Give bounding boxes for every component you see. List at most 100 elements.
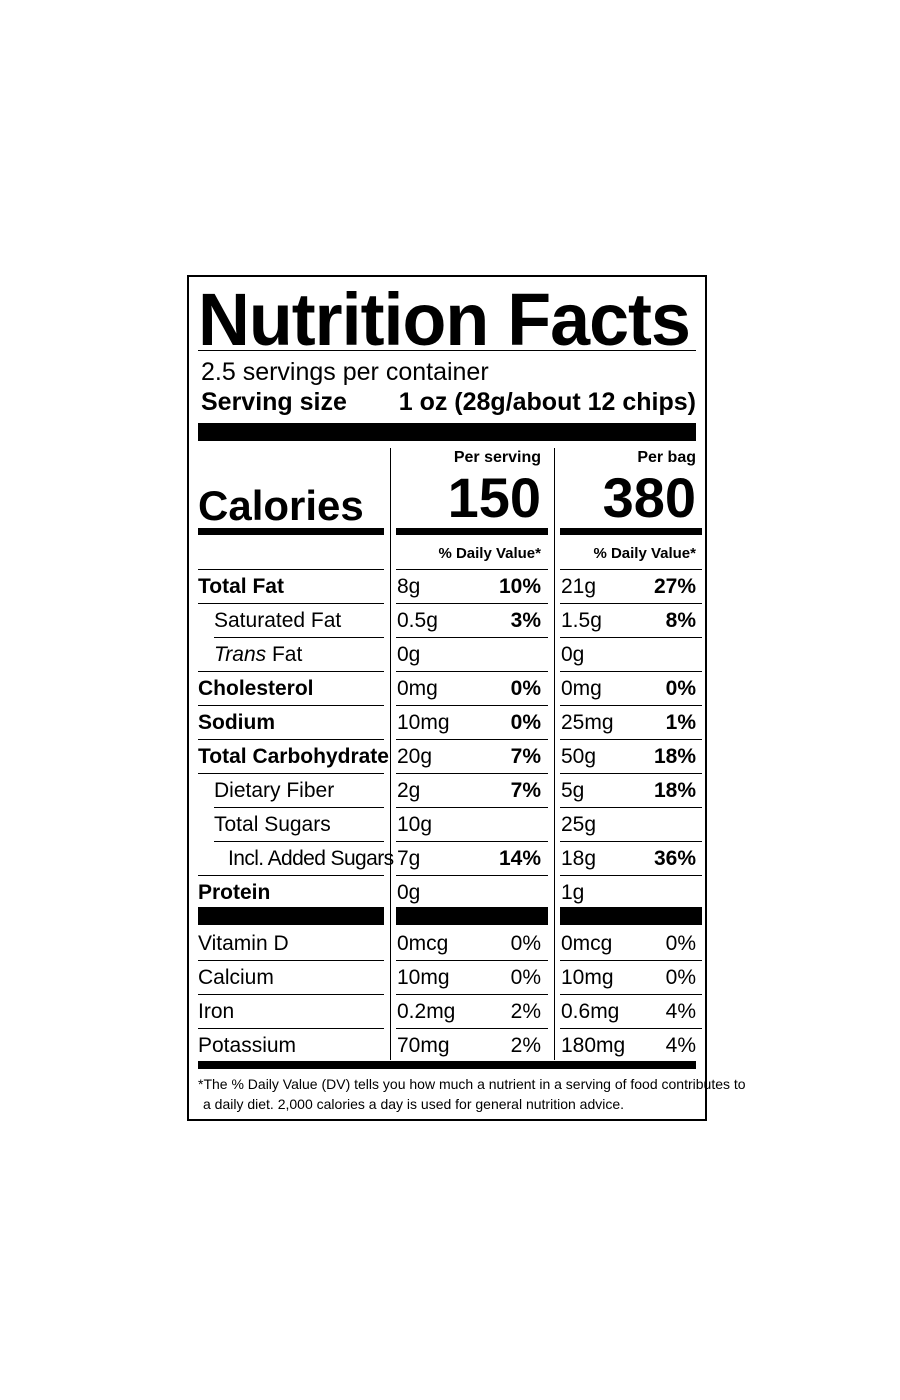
amount-per-serving: 0g [397, 643, 421, 666]
column-divider-2 [554, 448, 555, 1060]
nutrient-name: Trans Fat [214, 643, 302, 667]
row-rule [198, 1028, 384, 1029]
row-rule [560, 603, 702, 604]
dv-per-bag: 4% [665, 1034, 696, 1057]
amount-per-serving: 0mcg [397, 932, 449, 955]
amount-per-bag: 50g [561, 745, 597, 768]
amount-per-serving: 8g [397, 575, 421, 598]
dv-per-serving: 0% [510, 932, 541, 955]
thick-bar-left [198, 907, 384, 925]
nutrient-name: Incl. Added Sugars [228, 847, 394, 870]
vitamin-name: Potassium [198, 1034, 297, 1057]
amount-per-bag: 0g [561, 643, 585, 666]
row-rule [198, 960, 384, 961]
row-rule [198, 773, 384, 774]
amount-per-serving: 10g [397, 813, 433, 836]
dv-per-serving: 7% [510, 779, 541, 802]
dv-per-bag: 8% [665, 609, 696, 632]
vitamin-row-potassium: Potassium 70mg 2% 180mg 4% [189, 1029, 705, 1063]
amount-per-bag: 1.5g [561, 609, 602, 632]
amount-per-serving: 0.2mg [397, 1000, 456, 1023]
row-rule [396, 1028, 548, 1029]
row-rule [560, 739, 702, 740]
amount-per-serving: 0.5g [397, 609, 438, 632]
trans-rest: Fat [266, 643, 303, 666]
dv-per-bag: 36% [653, 847, 696, 870]
dv-per-bag: 1% [665, 711, 696, 734]
row-rule [396, 773, 548, 774]
amount-per-bag: 18g [561, 847, 597, 870]
amount-per-serving: 20g [397, 745, 433, 768]
amount-per-serving: 0mg [397, 677, 438, 700]
calories-bar-right [560, 528, 702, 535]
row-rule [560, 1028, 702, 1029]
trans-italic: Trans [214, 643, 267, 666]
calories-bar-left [198, 528, 384, 535]
nutrient-name: Total Carbohydrate [198, 745, 389, 768]
dv-per-serving: 2% [510, 1034, 541, 1057]
amount-per-serving: 10mg [397, 966, 450, 989]
row-rule [214, 637, 384, 638]
vitamin-row-calcium: Calcium 10mg 0% 10mg 0% [189, 961, 705, 995]
row-rule [214, 841, 384, 842]
row-rule [560, 994, 702, 995]
footnote: *The % Daily Value (DV) tells you how mu… [198, 1074, 746, 1114]
row-rule [396, 603, 548, 604]
amount-per-bag: 0.6mg [561, 1000, 620, 1023]
amount-per-serving: 7g [397, 847, 421, 870]
row-rule [198, 875, 384, 876]
row-rule [396, 739, 548, 740]
row-rule [560, 671, 702, 672]
amount-per-serving: 70mg [397, 1034, 450, 1057]
row-rule [396, 841, 548, 842]
amount-per-bag: 10mg [561, 966, 614, 989]
amount-per-bag: 0mcg [561, 932, 613, 955]
dv-per-serving: 14% [498, 847, 541, 870]
dv-per-bag: 0% [665, 677, 696, 700]
dv-header-col2: % Daily Value* [593, 545, 696, 562]
row-rule [198, 671, 384, 672]
nutrient-name: Sodium [198, 711, 275, 734]
dv-per-serving: 3% [510, 609, 541, 632]
calories-bar-mid [396, 528, 548, 535]
amount-per-bag: 25g [561, 813, 597, 836]
amount-per-serving: 10mg [397, 711, 450, 734]
row-rule [214, 807, 384, 808]
nutrient-name: Saturated Fat [214, 609, 342, 632]
amount-per-bag: 1g [561, 881, 585, 904]
nutrient-row-sodium: Sodium 10mg 0% 25mg 1% [189, 706, 705, 740]
vitamin-name: Calcium [198, 966, 274, 989]
title-rule [198, 350, 696, 351]
dv-rule-mid [396, 569, 548, 570]
row-rule [198, 705, 384, 706]
dv-per-bag: 18% [653, 779, 696, 802]
thick-bar-bottom [198, 1061, 696, 1069]
col1-header: Per serving [453, 449, 541, 466]
dv-per-bag: 27% [653, 575, 696, 598]
row-rule [560, 841, 702, 842]
row-rule [198, 603, 384, 604]
row-rule [560, 875, 702, 876]
dv-per-bag: 18% [653, 745, 696, 768]
row-rule [396, 960, 548, 961]
thick-bar-right [560, 907, 702, 925]
calories-per-serving: 150 [447, 466, 541, 529]
dv-per-bag: 0% [665, 932, 696, 955]
dv-rule-left [198, 569, 384, 570]
thick-bar-top [198, 423, 696, 441]
dv-per-serving: 7% [510, 745, 541, 768]
servings-per-container: 2.5 servings per container [201, 358, 489, 386]
amount-per-bag: 25mg [561, 711, 614, 734]
vitamin-row-vitamin-d: Vitamin D 0mcg 0% 0mcg 0% [189, 927, 705, 961]
row-rule [396, 994, 548, 995]
dv-per-serving: 0% [510, 966, 541, 989]
amount-per-bag: 5g [561, 779, 585, 802]
nutrient-name: Protein [198, 881, 271, 904]
amount-per-bag: 21g [561, 575, 597, 598]
row-rule [396, 705, 548, 706]
nutrient-row-total-carbohydrate: Total Carbohydrate 20g 7% 50g 18% [189, 740, 705, 774]
row-rule [560, 807, 702, 808]
nutrient-row-protein: Protein 0g 1g [189, 876, 705, 910]
row-rule [198, 994, 384, 995]
vitamin-name: Iron [198, 1000, 235, 1023]
